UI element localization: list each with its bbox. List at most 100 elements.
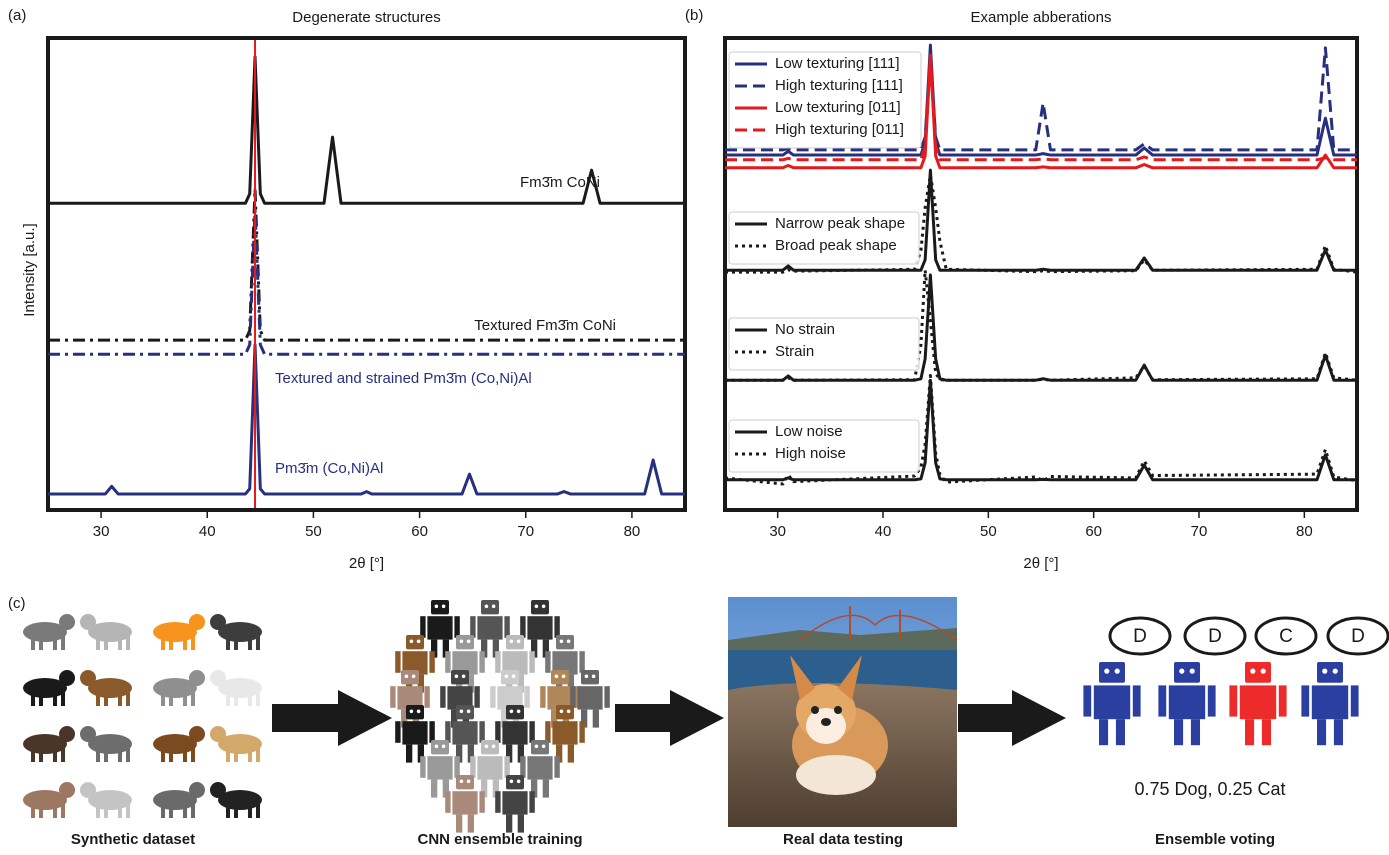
animal-leg (126, 692, 130, 706)
animal-leg (191, 636, 195, 650)
robot-arm (479, 721, 485, 743)
robot-arm (1301, 685, 1310, 717)
legend-label: Low texturing [111] (775, 55, 900, 72)
robot-leg (431, 779, 438, 798)
robot-body (477, 616, 503, 640)
robot-eye (504, 674, 509, 679)
robot-arm (445, 651, 451, 673)
robot-leg (417, 674, 424, 693)
animal-leg (248, 636, 252, 650)
robot-arm (604, 686, 610, 708)
robot-eye (534, 744, 539, 749)
robot-arm (554, 616, 560, 638)
legend-box (728, 51, 922, 149)
animal-leg (161, 804, 165, 818)
robot-arm (454, 756, 460, 778)
robot-leg (551, 709, 558, 728)
robot-body (527, 756, 553, 780)
x-tick-label: 70 (517, 523, 534, 540)
robot-icon (495, 775, 535, 833)
chart-title: Example abberations (971, 9, 1112, 26)
robot-icon (445, 705, 485, 763)
animal-head (210, 670, 226, 686)
animal-leg (96, 748, 100, 762)
legend-label: High texturing [111] (775, 77, 903, 94)
robot-arm (495, 791, 501, 813)
robot-leg (1099, 719, 1109, 746)
animal-leg (234, 692, 238, 706)
animal-leg (248, 692, 252, 706)
animal-leg (39, 748, 43, 762)
robot-leg (1333, 719, 1343, 746)
robot-arm (1278, 685, 1287, 717)
robot-arm (540, 686, 546, 708)
robot-head (501, 670, 519, 685)
animal-leg (126, 804, 130, 818)
robot-leg (501, 709, 508, 728)
robot-head (1245, 662, 1271, 683)
robot-eye (409, 639, 414, 644)
animal-leg (183, 692, 187, 706)
animal-leg (234, 804, 238, 818)
arrow (272, 690, 392, 746)
robot-body (452, 791, 478, 815)
robot-arm (490, 686, 496, 708)
robot-leg (417, 744, 424, 763)
robot-icon (445, 775, 485, 833)
vote-label: D (1351, 626, 1365, 647)
animal-leg (169, 804, 173, 818)
robot-head (1174, 662, 1200, 683)
animal-leg (118, 804, 122, 818)
robot-leg (442, 779, 449, 798)
robot-body (397, 686, 423, 710)
animal-leg (183, 804, 187, 818)
robot-leg (542, 779, 549, 798)
animal-leg (53, 692, 57, 706)
robot-arm (520, 756, 526, 778)
animal-leg (96, 692, 100, 706)
x-tick-label: 80 (1296, 523, 1313, 540)
robot-body (552, 651, 578, 675)
robot-leg (406, 744, 413, 763)
robot-leg (1174, 719, 1184, 746)
robot-body (547, 686, 573, 710)
robot-head (531, 600, 549, 615)
x-tick-label: 80 (624, 523, 641, 540)
robot-eye (516, 709, 521, 714)
caption: CNN ensemble training (417, 831, 582, 848)
robot-arm (504, 756, 510, 778)
series-line (725, 46, 1357, 152)
robot-leg (431, 639, 438, 658)
robot-arm (454, 616, 460, 638)
robot-arm (424, 686, 430, 708)
robot-head (481, 600, 499, 615)
animal-leg (126, 748, 130, 762)
animal-head (189, 614, 205, 630)
robot-arm (524, 686, 530, 708)
robot-head (506, 635, 524, 650)
animal-icon (23, 726, 75, 762)
robot-leg (517, 814, 524, 833)
robot-eye (411, 674, 416, 679)
series-line (725, 378, 1357, 482)
robot-eye (1104, 668, 1110, 674)
animal-leg (53, 636, 57, 650)
animal-icon (153, 614, 205, 650)
vote-result: 0.75 Dog, 0.25 Cat (1134, 779, 1285, 799)
animal-head (59, 614, 75, 630)
legend-label: High noise (775, 445, 846, 462)
robot-arm (1132, 685, 1141, 717)
animal-leg (31, 692, 35, 706)
robot-leg (531, 639, 538, 658)
animal-leg (226, 804, 230, 818)
robot-head (1099, 662, 1125, 683)
robot-arm (570, 686, 576, 708)
panel-label: (c) (8, 595, 26, 612)
robot-eye (561, 674, 566, 679)
robot-head (506, 775, 524, 790)
animal-leg (53, 804, 57, 818)
robot-leg (506, 744, 513, 763)
robot-head (581, 670, 599, 685)
robot-leg (592, 709, 599, 728)
